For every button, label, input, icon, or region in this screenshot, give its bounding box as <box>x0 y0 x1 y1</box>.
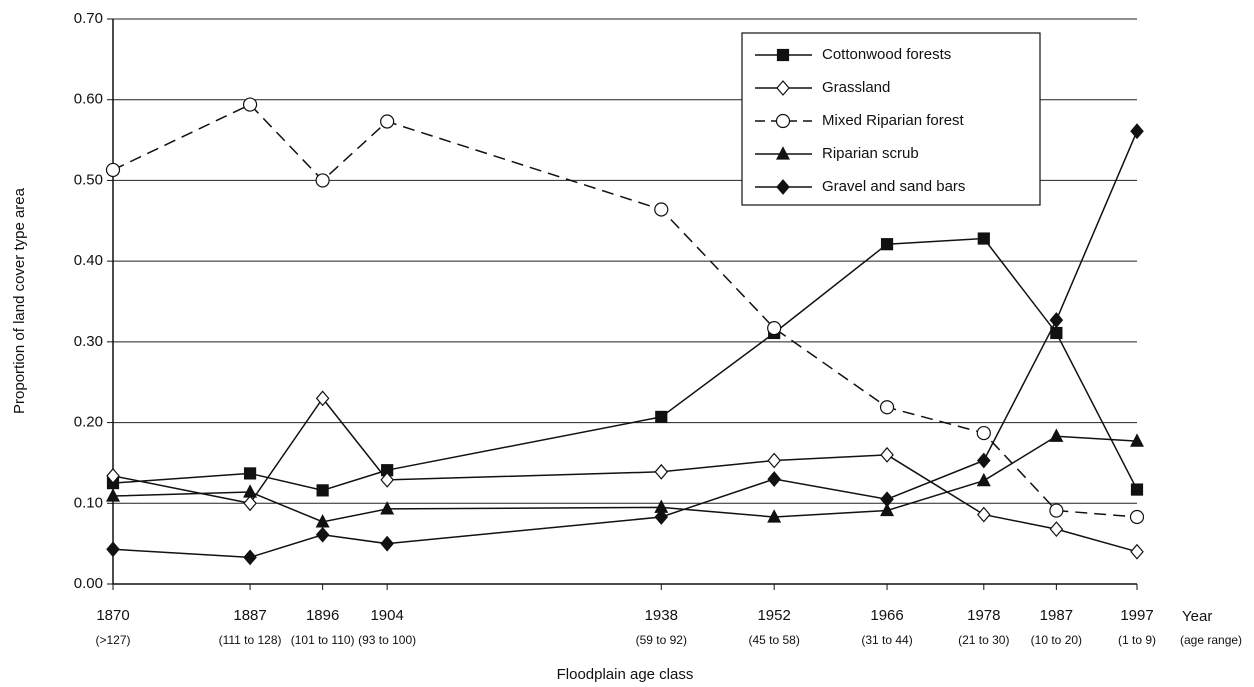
marker <box>106 467 120 484</box>
x-tick-label: 1904 <box>370 607 403 624</box>
marker <box>243 484 258 498</box>
marker <box>767 321 782 336</box>
marker <box>976 425 991 441</box>
x-tick-label: 1978 <box>967 607 1000 624</box>
legend-label: Gravel and sand bars <box>822 178 965 195</box>
marker <box>243 467 257 480</box>
x-tick-label: 1966 <box>870 607 903 624</box>
series-line <box>112 237 1138 492</box>
marker <box>243 549 257 566</box>
x-tick-sublabel: (31 to 44) <box>861 633 912 647</box>
marker <box>1049 503 1064 518</box>
marker <box>1049 428 1064 442</box>
legend-marker <box>776 80 790 96</box>
series-line <box>112 130 1138 559</box>
marker <box>1049 521 1064 538</box>
x-axis-label: Floodplain age class <box>557 666 694 683</box>
marker <box>977 452 991 469</box>
marker <box>655 410 668 424</box>
x-tick-sublabel: (93 to 100) <box>358 633 416 647</box>
marker <box>380 501 395 515</box>
y-tick-label: 0.40 <box>74 252 103 269</box>
marker <box>242 97 258 112</box>
x-tick-sublabel: (101 to 110) <box>291 633 355 647</box>
x-subheader: (age range) <box>1180 633 1242 647</box>
marker <box>243 495 257 512</box>
series-line <box>112 103 1138 518</box>
legend-marker <box>775 113 791 129</box>
x-tick-sublabel: (59 to 92) <box>636 633 687 647</box>
legend-marker <box>776 48 790 62</box>
marker <box>767 471 781 487</box>
marker <box>106 541 120 558</box>
marker <box>880 491 894 508</box>
marker <box>380 471 394 488</box>
marker <box>654 509 669 525</box>
legend-label: Cottonwood forests <box>822 46 951 63</box>
x-tick-sublabel: (21 to 30) <box>958 633 1009 647</box>
x-tick-label: 1938 <box>645 607 678 624</box>
marker <box>380 535 394 552</box>
marker <box>1129 509 1145 525</box>
x-tick-sublabel: (1 to 9) <box>1118 633 1156 647</box>
marker <box>767 509 782 523</box>
marker <box>105 162 121 178</box>
marker <box>1130 483 1144 496</box>
x-tick-label: 1997 <box>1120 607 1153 624</box>
y-tick-label: 0.60 <box>74 91 103 108</box>
x-tick-sublabel: (45 to 58) <box>748 633 799 647</box>
series-line <box>112 435 1138 523</box>
x-tick-sublabel: (10 to 20) <box>1031 633 1082 647</box>
marker <box>879 400 895 415</box>
legend-label: Grassland <box>822 79 890 96</box>
x-tick-sublabel: (111 to 128) <box>219 633 282 647</box>
x-tick-label: 1896 <box>306 607 339 624</box>
marker <box>315 173 330 188</box>
marker <box>977 506 991 523</box>
legend-label: Riparian scrub <box>822 145 919 162</box>
marker <box>1130 123 1144 140</box>
y-tick-label: 0.20 <box>74 414 103 431</box>
marker <box>880 446 894 463</box>
x-header: Year <box>1182 608 1212 625</box>
marker <box>315 390 330 407</box>
y-tick-label: 0.00 <box>74 575 103 592</box>
x-tick-sublabel: (>127) <box>95 633 130 647</box>
marker <box>1130 433 1144 447</box>
marker <box>380 114 395 129</box>
marker <box>654 463 669 480</box>
marker <box>976 472 991 487</box>
x-tick-label: 1987 <box>1040 607 1073 624</box>
marker <box>977 232 990 245</box>
legend-marker <box>776 179 790 195</box>
marker <box>767 452 781 469</box>
series-line <box>112 397 1138 553</box>
marker <box>316 484 329 497</box>
y-tick-label: 0.50 <box>74 171 103 188</box>
legend-box <box>741 32 1041 206</box>
x-tick-label: 1870 <box>96 607 129 624</box>
y-axis-label: Proportion of land cover type area <box>11 187 28 414</box>
marker <box>880 502 895 517</box>
marker <box>106 488 120 502</box>
x-tick-label: 1952 <box>757 607 790 624</box>
legend-marker <box>776 146 790 160</box>
legend-label: Mixed Riparian forest <box>822 112 965 129</box>
x-tick-label: 1887 <box>233 607 266 624</box>
marker <box>880 238 894 251</box>
y-tick-label: 0.30 <box>74 333 103 350</box>
marker <box>1130 543 1144 560</box>
y-tick-label: 0.10 <box>74 494 103 511</box>
marker <box>315 526 330 543</box>
marker <box>1049 312 1064 328</box>
y-tick-label: 0.70 <box>74 10 103 27</box>
marker <box>654 202 669 217</box>
